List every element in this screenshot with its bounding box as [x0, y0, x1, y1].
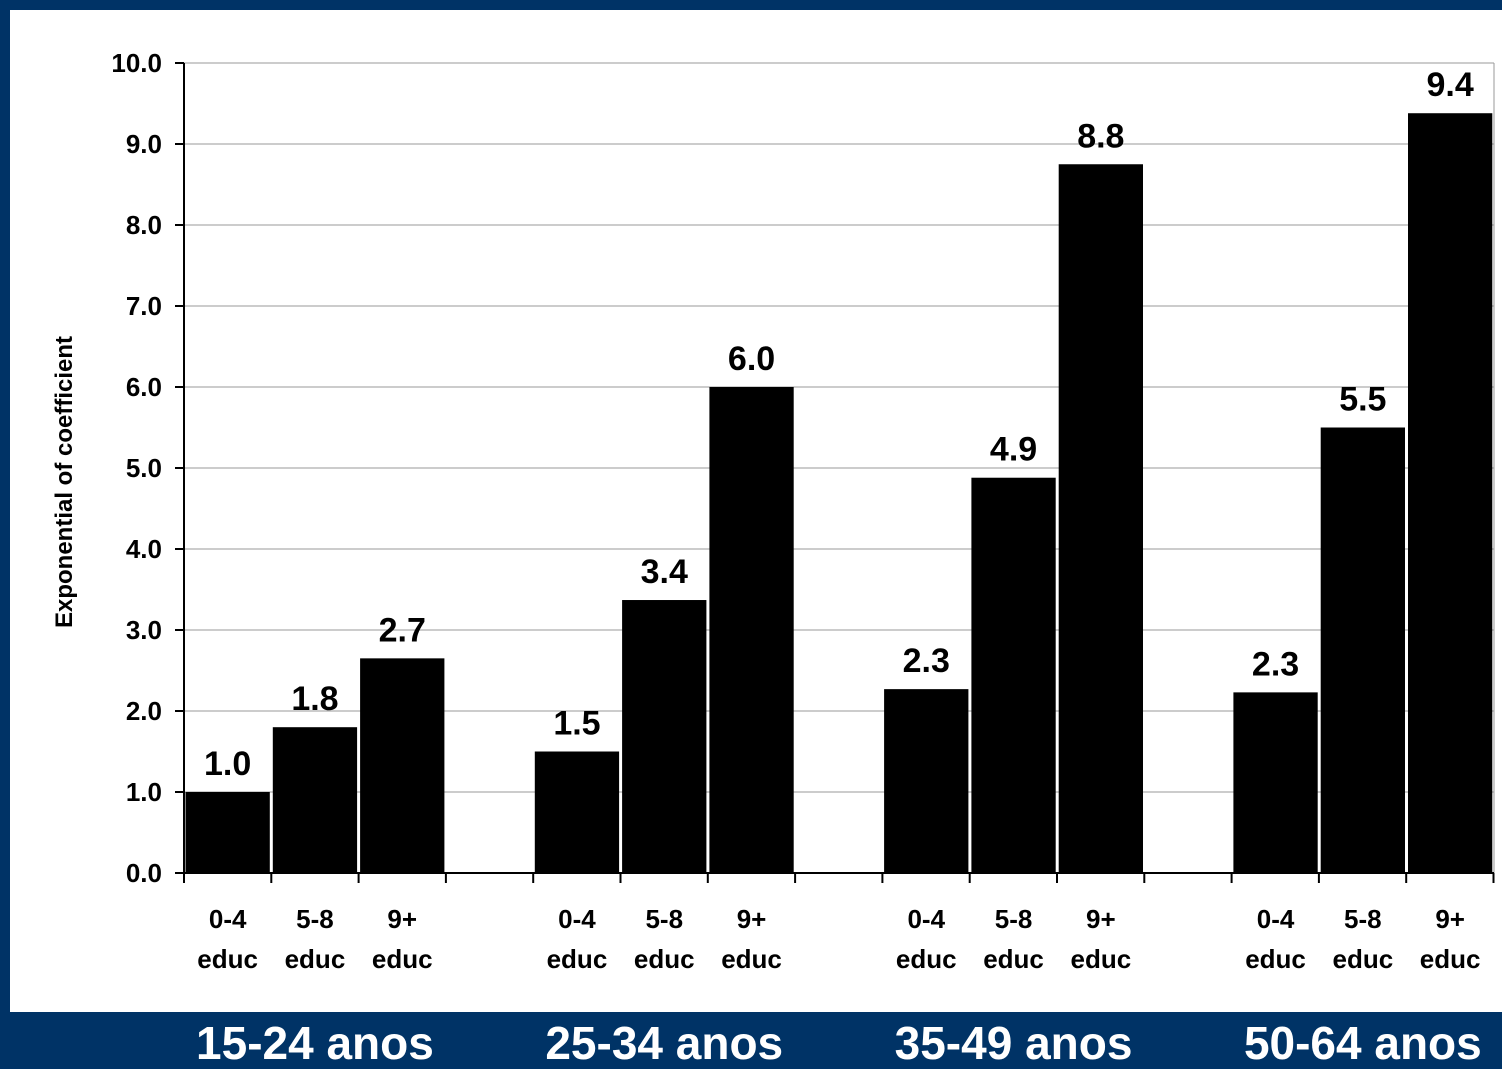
- bar-g3-b0: [1233, 692, 1318, 873]
- group-label-3: 50-64 anos: [1243, 1017, 1482, 1069]
- y-tick-label-0: 0.0: [126, 858, 162, 888]
- y-tick-label-2: 2.0: [126, 696, 162, 726]
- value-label-g2-b2: 8.8: [1077, 117, 1124, 155]
- bar-g1-b0: [534, 751, 620, 873]
- category-label-g2-b2-l0: 9+: [1086, 904, 1116, 934]
- value-label-g3-b0: 2.3: [1252, 645, 1299, 683]
- category-label-g0-b1-l0: 5-8: [296, 904, 334, 934]
- value-label-g3-b2: 9.4: [1427, 66, 1474, 104]
- value-label-g0-b1: 1.8: [291, 680, 338, 718]
- category-label-g0-b2-l0: 9+: [387, 904, 417, 934]
- category-label-g3-b1-l1: educ: [1333, 944, 1394, 974]
- bar-g2-b1: [971, 477, 1056, 873]
- value-label-g2-b1: 4.9: [990, 431, 1037, 469]
- value-label-g3-b1: 5.5: [1339, 381, 1386, 419]
- y-tick-label-7: 7.0: [126, 291, 162, 321]
- group-label-1: 25-34 anos: [545, 1017, 784, 1069]
- y-tick-label-5: 5.0: [126, 453, 162, 483]
- category-label-g1-b2-l0: 9+: [737, 904, 767, 934]
- category-label-g2-b0-l1: educ: [896, 944, 957, 974]
- value-label-g0-b0: 1.0: [204, 745, 251, 783]
- group-label-0: 15-24 anos: [196, 1017, 434, 1069]
- bar-g0-b0: [185, 792, 270, 873]
- value-label-g1-b0: 1.5: [553, 705, 600, 743]
- bar-g1-b2: [709, 387, 794, 873]
- value-label-g0-b2: 2.7: [379, 611, 426, 649]
- category-label-g1-b1-l1: educ: [634, 944, 695, 974]
- category-label-g3-b0-l1: educ: [1245, 944, 1306, 974]
- y-tick-label-8: 8.0: [126, 210, 162, 240]
- y-tick-label-6: 6.0: [126, 372, 162, 402]
- category-label-g3-b0-l0: 0-4: [1257, 904, 1295, 934]
- category-label-g0-b0-l0: 0-4: [209, 904, 247, 934]
- category-label-g0-b1-l1: educ: [285, 944, 346, 974]
- category-label-g0-b2-l1: educ: [372, 944, 433, 974]
- category-label-g1-b0-l0: 0-4: [558, 904, 596, 934]
- category-label-g1-b2-l1: educ: [721, 944, 782, 974]
- category-label-g3-b2-l0: 9+: [1435, 904, 1465, 934]
- y-axis-title: Exponential of coefficient: [51, 336, 78, 628]
- y-tick-label-1: 1.0: [126, 777, 162, 807]
- bar-g2-b0: [884, 689, 969, 873]
- y-tick-label-4: 4.0: [126, 534, 162, 564]
- category-label-g1-b1-l0: 5-8: [645, 904, 683, 934]
- group-label-2: 35-49 anos: [894, 1017, 1133, 1069]
- value-label-g1-b2: 6.0: [728, 340, 775, 378]
- value-label-g2-b0: 2.3: [903, 642, 950, 680]
- bar-chart: 0.0 1.0 2.0 3.0 4.0 5.0 6.0 7.0 8.0 9.0 10.0 1.0 0-4…: [51, 48, 1495, 974]
- bar-g3-b1: [1320, 427, 1405, 873]
- category-label-g2-b0-l0: 0-4: [907, 904, 945, 934]
- chart-panel: 0.0 1.0 2.0 3.0 4.0 5.0 6.0 7.0 8.0 9.0 10.0 1.0 0-4…: [10, 10, 1502, 1012]
- bar-g3-b2: [1408, 113, 1493, 874]
- category-label-g1-b0-l1: educ: [547, 944, 608, 974]
- category-label-g3-b2-l1: educ: [1420, 944, 1481, 974]
- category-label-g2-b1-l1: educ: [983, 944, 1044, 974]
- value-label-g1-b1: 3.4: [641, 553, 688, 591]
- bar-g0-b2: [360, 658, 445, 873]
- category-label-g0-b0-l1: educ: [197, 944, 258, 974]
- y-tick-label-9: 9.0: [126, 129, 162, 159]
- bar-g1-b1: [622, 600, 707, 873]
- category-label-g2-b1-l0: 5-8: [995, 904, 1033, 934]
- y-tick-label-3: 3.0: [126, 615, 162, 645]
- bar-g0-b1: [272, 727, 358, 873]
- y-tick-label-10: 10.0: [111, 48, 162, 78]
- bar-g2-b2: [1058, 164, 1143, 873]
- category-label-g3-b1-l0: 5-8: [1344, 904, 1382, 934]
- category-label-g2-b2-l1: educ: [1071, 944, 1132, 974]
